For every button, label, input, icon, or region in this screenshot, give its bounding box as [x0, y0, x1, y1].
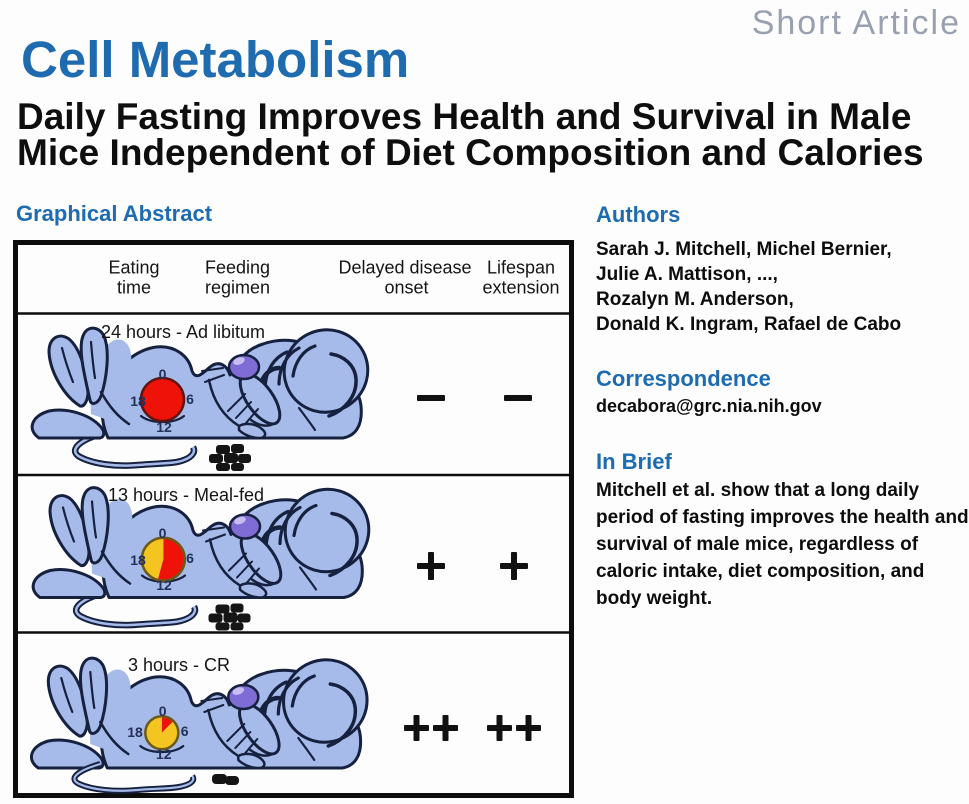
svg-text:Eating: Eating — [108, 258, 159, 278]
svg-text:extension: extension — [482, 278, 559, 298]
svg-text:24 hours - Ad libitum: 24 hours - Ad libitum — [101, 322, 265, 342]
svg-text:regimen: regimen — [205, 278, 270, 298]
svg-text:Delayed disease: Delayed disease — [338, 258, 471, 278]
svg-text:6: 6 — [186, 550, 194, 566]
svg-text:18: 18 — [130, 393, 146, 409]
svg-text:3 hours - CR: 3 hours - CR — [128, 655, 230, 675]
svg-text:12: 12 — [156, 419, 172, 435]
svg-text:onset: onset — [384, 278, 428, 298]
svg-text:0: 0 — [159, 525, 167, 541]
svg-text:12: 12 — [156, 746, 172, 762]
svg-text:Feeding: Feeding — [205, 258, 270, 278]
svg-text:18: 18 — [127, 724, 143, 740]
svg-text:6: 6 — [186, 391, 194, 407]
svg-text:12: 12 — [156, 577, 172, 593]
svg-text:13 hours - Meal-fed: 13 hours - Meal-fed — [108, 485, 264, 505]
svg-text:Lifespan: Lifespan — [487, 258, 555, 278]
svg-text:0: 0 — [159, 366, 167, 382]
svg-text:time: time — [117, 278, 151, 298]
svg-text:18: 18 — [130, 552, 146, 568]
svg-text:6: 6 — [181, 723, 189, 739]
svg-text:0: 0 — [159, 703, 167, 719]
